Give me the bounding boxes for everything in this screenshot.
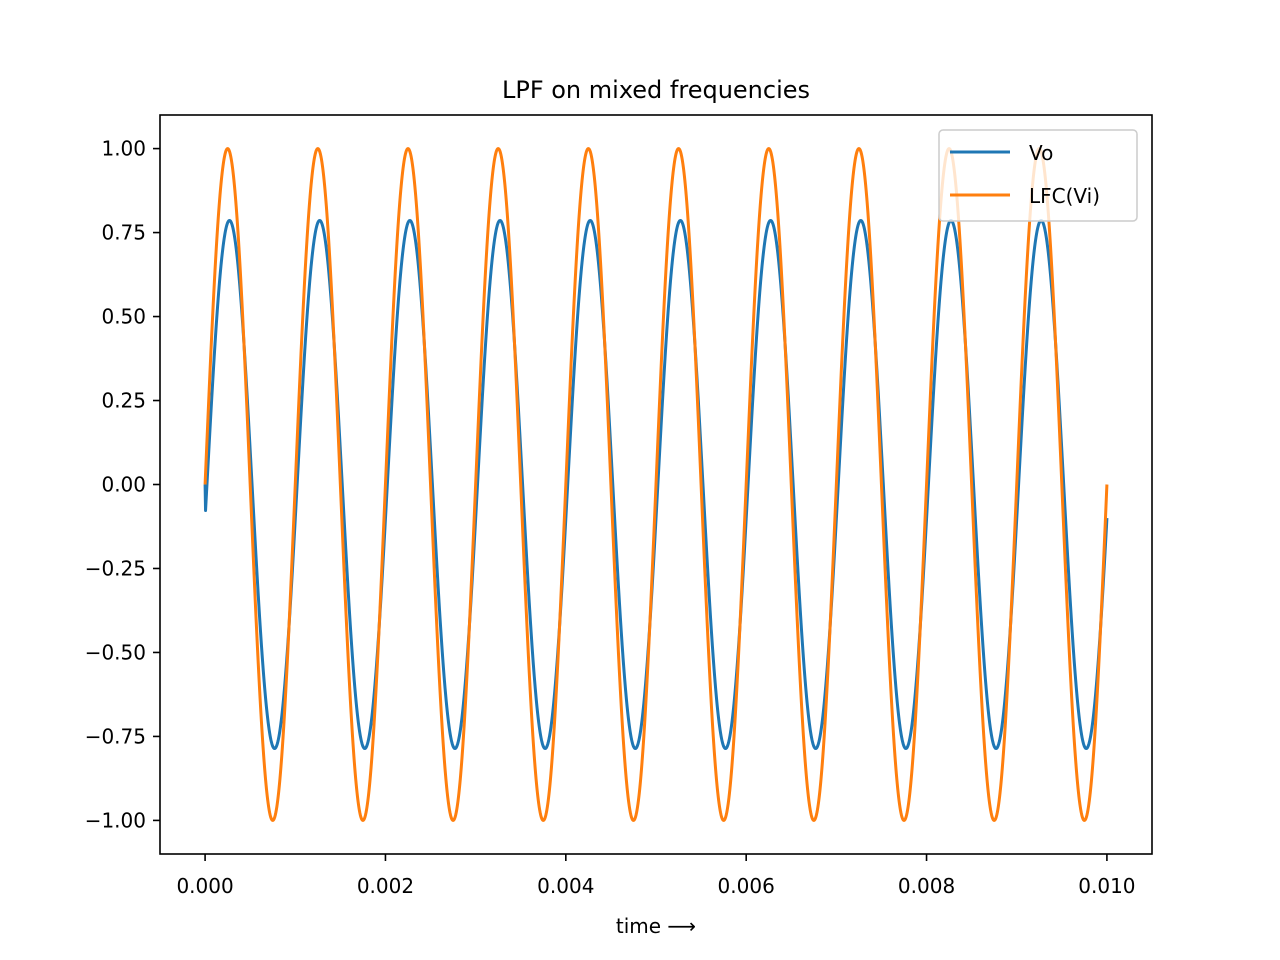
x-tick-label: 0.000 (176, 874, 233, 898)
y-tick-label: 0.25 (101, 389, 146, 413)
y-axis: 1.00 0.75 0.50 0.25 0.00 −0.25 −0.50 −0.75 −1.00 (85, 137, 160, 832)
y-tick-label: 0.75 (101, 221, 146, 245)
y-tick-label: −0.75 (85, 724, 146, 748)
legend-label-vo: Vo (1029, 141, 1053, 165)
x-tick-label: 0.004 (537, 874, 594, 898)
x-tick-label: 0.006 (718, 874, 775, 898)
y-tick-label: 1.00 (101, 137, 146, 161)
x-axis: 0.000 0.002 0.004 0.006 0.008 0.010 (176, 854, 1136, 898)
x-tick-label: 0.010 (1078, 874, 1135, 898)
x-axis-label: time ⟶ (616, 914, 696, 938)
y-tick-label: 0.00 (101, 473, 146, 497)
x-tick-label: 0.008 (898, 874, 955, 898)
y-tick-label: −1.00 (85, 808, 146, 832)
legend-label-lfc: LFC(Vi) (1029, 184, 1100, 208)
y-tick-label: 0.50 (101, 305, 146, 329)
legend: Vo LFC(Vi) (938, 129, 1138, 222)
chart-title: LPF on mixed frequencies (502, 76, 810, 104)
y-tick-label: −0.25 (85, 556, 146, 580)
x-tick-label: 0.002 (357, 874, 414, 898)
y-tick-label: −0.50 (85, 640, 146, 664)
